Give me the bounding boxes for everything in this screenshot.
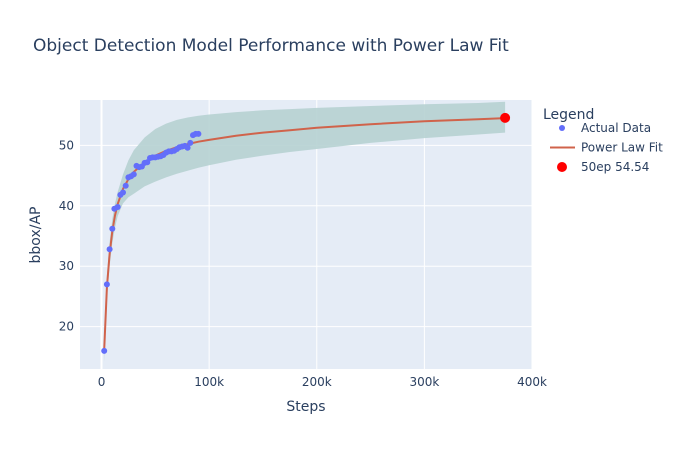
legend-item[interactable]: Power Law Fit bbox=[550, 141, 663, 155]
legend-label: Power Law Fit bbox=[581, 141, 663, 155]
legend-label: Actual Data bbox=[581, 121, 651, 135]
data-point bbox=[103, 281, 110, 288]
grid-lines bbox=[80, 100, 533, 369]
y-tick-label: 50 bbox=[59, 138, 74, 152]
data-point bbox=[130, 171, 137, 178]
confidence-band-layer bbox=[104, 101, 506, 362]
x-tick-label: 100k bbox=[194, 375, 224, 389]
data-point bbox=[122, 182, 129, 189]
data-point bbox=[187, 139, 194, 146]
data-point bbox=[184, 144, 191, 151]
legend-item[interactable]: 50ep 54.54 bbox=[557, 160, 649, 174]
data-point bbox=[106, 246, 113, 253]
x-axis-title: Steps bbox=[286, 399, 325, 415]
confidence-band bbox=[104, 101, 506, 362]
data-points-layer bbox=[101, 112, 511, 354]
data-point bbox=[101, 347, 108, 354]
data-point bbox=[120, 189, 126, 196]
legend-label: 50ep 54.54 bbox=[581, 160, 649, 174]
data-point bbox=[109, 225, 116, 232]
y-tick-label: 20 bbox=[59, 320, 74, 334]
legend-title: Legend bbox=[543, 107, 594, 123]
highlight-point bbox=[500, 112, 511, 123]
legend-items: Actual Data Power Law Fit 50ep 54.54 bbox=[550, 121, 663, 174]
y-axis-title: bbox/AP bbox=[28, 207, 44, 264]
data-point bbox=[144, 159, 151, 166]
legend-marker-swatch bbox=[557, 162, 567, 172]
y-tick-label: 40 bbox=[59, 199, 74, 213]
x-tick-label: 300k bbox=[409, 375, 439, 389]
x-tick-label: 0 bbox=[98, 375, 106, 389]
chart-title: Object Detection Model Performance with … bbox=[33, 36, 509, 56]
data-point bbox=[195, 130, 202, 137]
legend-item[interactable]: Actual Data bbox=[559, 121, 651, 135]
data-point bbox=[114, 204, 121, 210]
x-tick-label: 400k bbox=[517, 375, 547, 389]
legend[interactable]: Legend Actual Data Power Law Fit 50ep 54.5… bbox=[543, 107, 663, 174]
legend-marker-swatch bbox=[559, 125, 565, 131]
tick-labels-layer: 0 100k 200k 300k 400k 20 30 40 50 bbox=[59, 138, 547, 389]
x-tick-label: 200k bbox=[302, 375, 332, 389]
y-tick-label: 30 bbox=[59, 259, 74, 273]
